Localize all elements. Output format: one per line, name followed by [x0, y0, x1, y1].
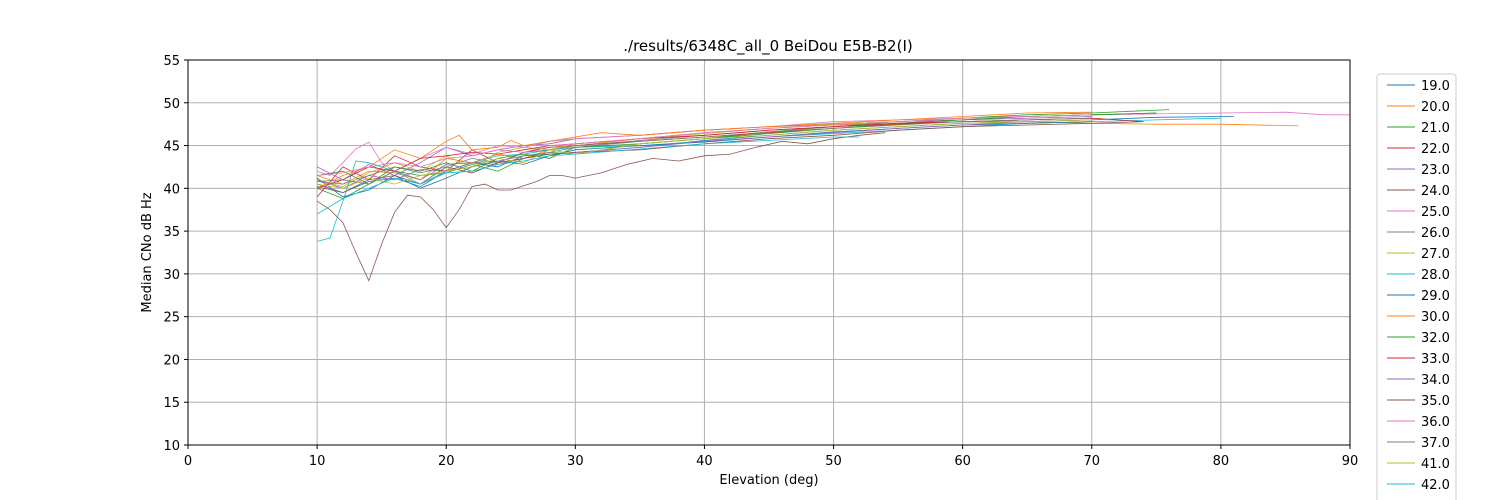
y-tick-label: 10 [163, 439, 180, 454]
y-tick-label: 20 [163, 353, 180, 368]
legend-label: 37.0 [1421, 436, 1450, 451]
legend-label: 29.0 [1421, 289, 1450, 304]
x-tick-label: 80 [1213, 454, 1230, 469]
legend-label: 22.0 [1421, 142, 1450, 157]
x-tick-label: 0 [184, 454, 192, 469]
legend-label: 34.0 [1421, 373, 1450, 388]
legend-label: 32.0 [1421, 331, 1450, 346]
x-tick-label: 10 [309, 454, 326, 469]
legend-box [1376, 73, 1457, 500]
y-tick-label: 55 [163, 54, 180, 69]
legend-label: 27.0 [1421, 247, 1450, 262]
legend-label: 36.0 [1421, 415, 1450, 430]
legend-label: 24.0 [1421, 184, 1450, 199]
series-line-41.0 [317, 119, 1092, 189]
y-tick-label: 50 [163, 97, 180, 112]
x-axis-label: Elevation (deg) [719, 473, 818, 488]
y-axis-label: Median CNo dB Hz [140, 192, 155, 312]
legend-label: 21.0 [1421, 121, 1450, 136]
x-tick-label: 30 [567, 454, 584, 469]
legend-label: 35.0 [1421, 394, 1450, 409]
series-lines [316, 109, 1350, 282]
legend-label: 19.0 [1421, 79, 1450, 94]
x-axis-ticks: 0 10 20 30 40 50 60 70 80 90 [184, 445, 1358, 469]
legend-label: 28.0 [1421, 268, 1450, 283]
legend-label: 23.0 [1421, 163, 1450, 178]
series-line-22.0 [316, 117, 1092, 198]
legend-label: 30.0 [1421, 310, 1450, 325]
series-line-24.0 [316, 132, 886, 282]
x-tick-label: 60 [954, 454, 971, 469]
y-tick-label: 30 [163, 268, 180, 283]
y-tick-label: 40 [163, 182, 180, 197]
x-tick-label: 70 [1084, 454, 1101, 469]
series-line-35.0 [317, 121, 1144, 194]
legend: 19.0 20.0 21.0 22.0 23.0 24.0 25.0 26.0 27.0 28.0… [1376, 73, 1457, 500]
legend-label: 26.0 [1421, 226, 1450, 241]
x-tick-label: 50 [825, 454, 842, 469]
x-tick-label: 20 [438, 454, 455, 469]
series-line-37.0 [317, 117, 1092, 185]
x-tick-label: 40 [696, 454, 713, 469]
legend-label: 20.0 [1421, 100, 1450, 115]
y-axis-ticks: 10 15 20 25 30 35 40 45 50 55 [163, 54, 188, 454]
y-tick-label: 35 [163, 225, 180, 240]
y-tick-label: 25 [163, 311, 180, 326]
grid-lines [187, 59, 1351, 446]
x-tick-label: 90 [1342, 454, 1359, 469]
plot-frame [187, 59, 1351, 446]
series-line-42.0 [316, 136, 860, 215]
legend-label: 33.0 [1421, 352, 1450, 367]
series-line-30.0 [316, 111, 1092, 189]
chart-title: ./results/6348C_all_0 BeiDou E5B-B2(I) [623, 37, 912, 56]
y-tick-label: 45 [163, 140, 180, 155]
legend-label: 41.0 [1421, 457, 1450, 472]
y-tick-label: 15 [163, 396, 180, 411]
series-line-36.0 [317, 114, 1092, 176]
legend-label: 25.0 [1421, 205, 1450, 220]
legend-label: 42.0 [1421, 478, 1450, 493]
series-line-25.0 [316, 111, 1350, 176]
